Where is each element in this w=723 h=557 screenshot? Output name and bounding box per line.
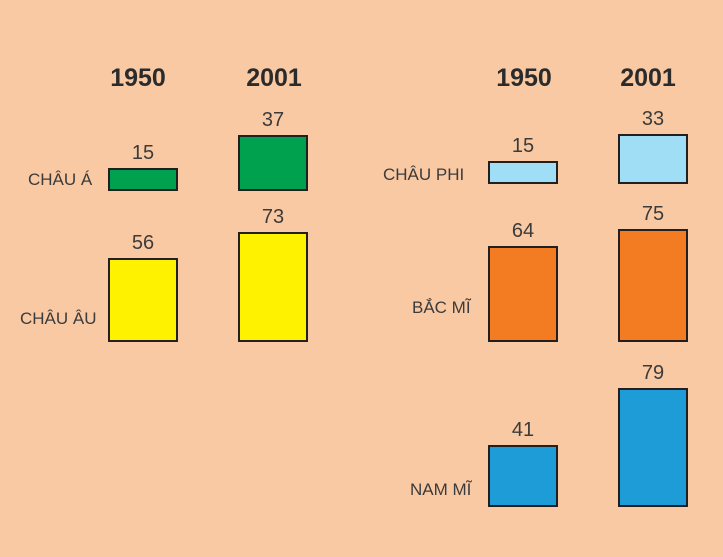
bar-chau-phi-2001	[618, 134, 688, 184]
category-label-chau-a: CHÂU Á	[28, 170, 93, 189]
value-label-chau-phi-1950: 15	[511, 135, 535, 157]
category-label-chau-au: CHÂU ÂU	[20, 309, 97, 328]
column-header-1950-panel2: 1950	[496, 64, 552, 92]
column-header-2001-panel2: 2001	[620, 64, 676, 92]
bar-chau-phi-1950	[488, 161, 558, 184]
bar-chau-a-1950	[108, 168, 178, 191]
bar-bac-mi-2001	[618, 229, 688, 342]
column-header-1950-panel1: 1950	[110, 64, 166, 92]
column-header-2001-panel1: 2001	[246, 64, 302, 92]
bar-chau-au-2001	[238, 232, 308, 342]
bar-chau-a-2001	[238, 135, 308, 191]
value-label-chau-phi-2001: 33	[641, 108, 665, 130]
value-label-bac-mi-1950: 64	[511, 220, 535, 242]
category-label-nam-mi: NAM MĨ	[410, 480, 472, 499]
bar-chau-au-1950	[108, 258, 178, 342]
value-label-chau-a-1950: 15	[131, 142, 155, 164]
bar-nam-mi-1950	[488, 445, 558, 507]
value-label-bac-mi-2001: 75	[641, 203, 665, 225]
bar-bac-mi-1950	[488, 246, 558, 342]
category-label-chau-phi: CHÂU PHI	[383, 165, 465, 184]
category-label-bac-mi: BẮC MĨ	[412, 298, 471, 317]
value-label-nam-mi-2001: 79	[641, 362, 665, 384]
value-label-chau-au-2001: 73	[261, 206, 285, 228]
bar-nam-mi-2001	[618, 388, 688, 507]
value-label-nam-mi-1950: 41	[511, 419, 535, 441]
value-label-chau-au-1950: 56	[131, 232, 155, 254]
value-label-chau-a-2001: 37	[261, 109, 285, 131]
